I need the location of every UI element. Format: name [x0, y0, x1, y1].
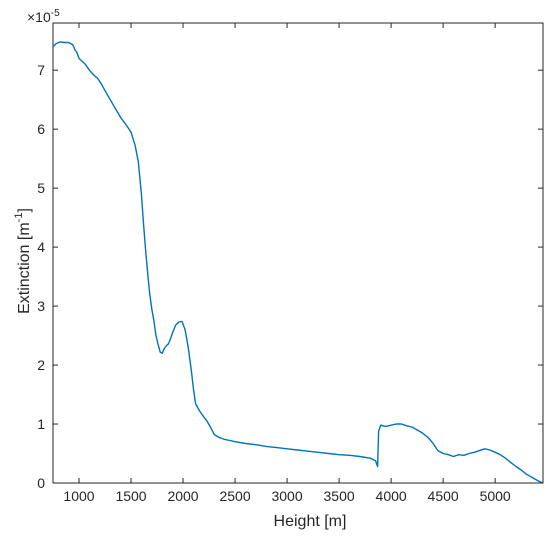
axis-ticks: 1000 1500 2000 2500 3000 3500 4000 4500 5000 0 1 2 3…: [37, 23, 543, 504]
x-tick-label: 4500: [428, 488, 459, 504]
y-multiplier-base: ×10: [27, 9, 51, 25]
y-multiplier-exponent: -5: [51, 8, 60, 19]
x-tick-label: 1000: [63, 488, 94, 504]
x-axis-label: Height [m]: [274, 513, 347, 530]
x-tick-label: 2000: [167, 488, 198, 504]
x-tick-label: 4000: [376, 488, 407, 504]
y-tick-label: 7: [37, 62, 45, 78]
y-tick-label: 3: [37, 298, 45, 314]
y-axis-label-main: Extinction [m: [16, 222, 33, 314]
y-tick-label: 2: [37, 357, 45, 373]
plot-frame: [52, 22, 544, 484]
y-tick-label: 4: [37, 239, 45, 255]
y-tick-label: 1: [37, 416, 45, 432]
y-axis-label-close: ]: [16, 208, 33, 212]
x-tick-label: 3000: [271, 488, 302, 504]
y-tick-label: 5: [37, 180, 45, 196]
y-tick-label: 6: [37, 121, 45, 137]
series-line: [52, 41, 544, 484]
x-tick-label: 2500: [219, 488, 250, 504]
y-axis-label-superscript: -1: [13, 213, 25, 223]
y-tick-label: 0: [37, 475, 45, 491]
y-axis-label: Extinction [m-1]: [13, 208, 33, 314]
x-tick-label: 3500: [324, 488, 355, 504]
x-tick-label: 1500: [115, 488, 146, 504]
x-tick-label: 5000: [480, 488, 511, 504]
y-axis-multiplier: ×10-5: [27, 8, 60, 25]
plot-area: [52, 22, 544, 484]
